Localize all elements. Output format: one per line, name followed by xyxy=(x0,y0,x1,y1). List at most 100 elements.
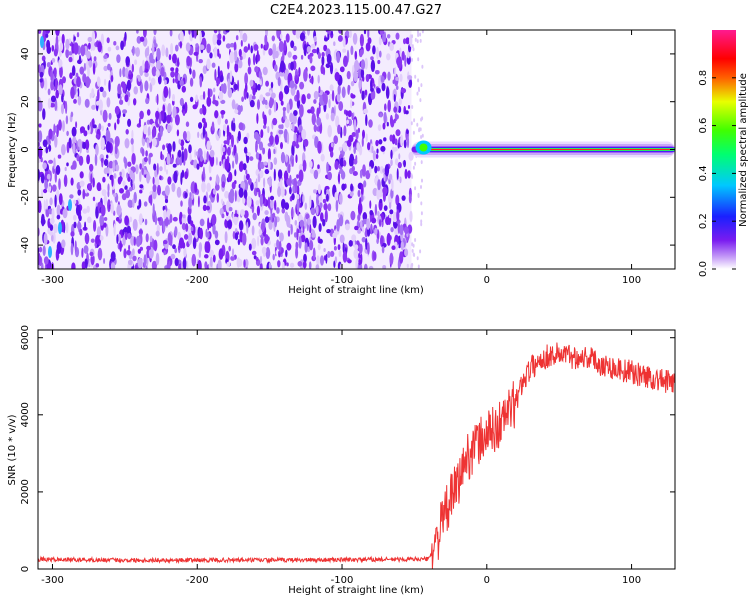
noise-speckle xyxy=(153,239,158,252)
noise-speckle xyxy=(85,189,88,194)
noise-speckle xyxy=(353,119,357,132)
noise-speckle xyxy=(155,110,160,120)
noise-speckle xyxy=(145,97,150,105)
noise-speckle xyxy=(189,68,192,75)
noise-speckle xyxy=(186,130,191,142)
noise-speckle xyxy=(51,234,54,242)
noise-speckle xyxy=(114,143,118,155)
noise-speckle xyxy=(310,207,316,216)
noise-speckle xyxy=(284,69,289,75)
noise-speckle xyxy=(99,86,104,92)
noise-speckle xyxy=(83,62,86,72)
noise-speckle xyxy=(241,232,247,246)
noise-speckle xyxy=(154,215,158,226)
noise-speckle xyxy=(320,255,324,266)
noise-speckle xyxy=(143,156,148,163)
noise-speckle xyxy=(293,232,297,238)
noise-speckle xyxy=(60,103,65,115)
noise-speckle xyxy=(357,228,362,234)
noise-speckle xyxy=(334,160,339,170)
noise-speckle xyxy=(172,78,175,84)
noise-speckle xyxy=(49,129,52,137)
x-tick-label: 100 xyxy=(622,575,641,586)
noise-speckle xyxy=(124,67,129,78)
noise-speckle xyxy=(397,161,402,169)
noise-speckle xyxy=(246,196,252,208)
spectrogram-noise-region xyxy=(38,30,424,269)
x-tick-label: -100 xyxy=(331,275,354,286)
noise-speckle xyxy=(351,112,354,121)
noise-speckle xyxy=(272,117,278,126)
noise-speckle xyxy=(271,92,276,99)
noise-speckle xyxy=(348,240,353,247)
noise-speckle xyxy=(62,76,66,84)
noise-speckle xyxy=(178,262,182,269)
noise-speckle xyxy=(360,183,364,197)
noise-speckle xyxy=(125,129,129,135)
noise-speckle xyxy=(323,44,328,52)
noise-speckle xyxy=(260,43,263,49)
noise-speckle xyxy=(296,137,299,144)
noise-speckle xyxy=(290,224,293,235)
noise-speckle xyxy=(46,173,51,180)
noise-speckle xyxy=(296,99,301,109)
noise-speckle xyxy=(125,56,130,66)
noise-speckle xyxy=(317,52,321,59)
noise-speckle xyxy=(246,221,249,234)
noise-speckle xyxy=(329,250,335,257)
noise-speckle xyxy=(392,79,395,84)
noise-speckle xyxy=(137,257,143,269)
noise-speckle xyxy=(89,92,92,99)
noise-speckle xyxy=(420,135,423,139)
noise-speckle xyxy=(241,96,245,102)
noise-speckle xyxy=(228,191,233,203)
noise-speckle xyxy=(260,236,264,246)
noise-speckle xyxy=(316,255,320,266)
noise-speckle xyxy=(62,120,65,132)
noise-speckle xyxy=(209,256,213,268)
noise-speckle xyxy=(396,56,403,69)
noise-speckle xyxy=(204,254,209,259)
noise-speckle xyxy=(57,154,62,159)
noise-speckle xyxy=(172,141,176,152)
noise-speckle xyxy=(61,93,64,103)
noise-speckle xyxy=(247,57,251,67)
noise-speckle xyxy=(234,232,239,241)
y-tick-label: 6000 xyxy=(20,325,31,350)
noise-speckle xyxy=(111,174,114,187)
noise-speckle xyxy=(313,90,319,100)
noise-speckle xyxy=(71,262,76,269)
noise-speckle xyxy=(420,222,423,227)
noise-speckle xyxy=(59,42,64,52)
noise-speckle xyxy=(353,146,357,154)
noise-speckle xyxy=(338,250,342,257)
noise-speckle xyxy=(318,86,321,94)
noise-speckle xyxy=(39,78,43,83)
noise-speckle xyxy=(106,154,109,159)
noise-speckle xyxy=(97,247,103,261)
noise-speckle xyxy=(264,34,268,46)
noise-speckle xyxy=(268,262,271,269)
noise-speckle xyxy=(45,33,49,38)
noise-speckle xyxy=(90,238,95,243)
noise-speckle xyxy=(253,44,259,51)
noise-speckle xyxy=(103,217,108,221)
noise-speckle xyxy=(278,129,284,135)
noise-speckle xyxy=(369,200,372,209)
noise-speckle xyxy=(286,262,289,267)
noise-speckle xyxy=(293,132,297,144)
noise-speckle xyxy=(79,228,83,236)
noise-speckle xyxy=(384,164,390,177)
noise-speckle xyxy=(240,209,245,217)
noise-speckle xyxy=(134,59,138,65)
noise-speckle xyxy=(108,112,112,120)
noise-speckle xyxy=(113,41,117,46)
noise-speckle xyxy=(49,197,53,206)
noise-speckle xyxy=(51,207,55,221)
noise-speckle xyxy=(283,170,289,182)
snr-x-label: Height of straight line (km) xyxy=(288,585,424,596)
noise-speckle xyxy=(221,181,226,188)
noise-speckle xyxy=(391,178,394,192)
noise-speckle xyxy=(386,53,391,61)
